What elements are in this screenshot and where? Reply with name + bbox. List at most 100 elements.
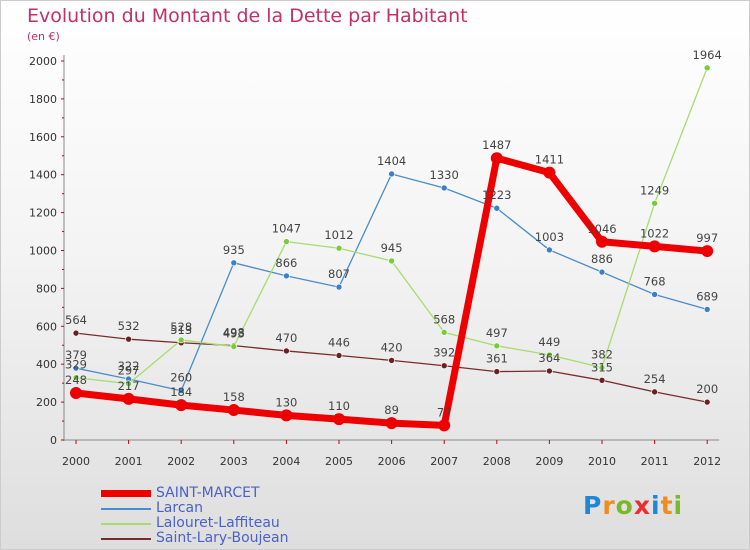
legend-swatch: [101, 523, 151, 525]
data-point: [440, 362, 448, 370]
data-label: 1330: [430, 168, 459, 182]
data-label: 564: [65, 313, 87, 327]
data-label: 997: [696, 231, 718, 245]
x-tick-label: 2012: [693, 455, 721, 468]
data-point: [230, 343, 238, 350]
data-point: [175, 399, 188, 412]
data-point: [283, 272, 290, 280]
y-tick-label: 1600: [29, 131, 57, 144]
data-label: 1411: [535, 153, 564, 167]
proxiti-logo: Proxiti: [583, 491, 683, 520]
x-tick-label: 2005: [325, 455, 353, 468]
data-point: [177, 387, 185, 395]
y-tick-label: 800: [36, 282, 57, 295]
data-point: [72, 329, 80, 337]
data-point: [440, 329, 448, 336]
data-point: [335, 352, 343, 359]
data-label: 497: [486, 326, 508, 340]
data-point: [385, 417, 398, 430]
data-label: 392: [433, 346, 455, 360]
data-point: [598, 268, 606, 276]
logo-letter: o: [615, 491, 634, 520]
data-label: 379: [65, 348, 87, 362]
data-labels: 379 322 260 935 866 807 1404 1330 1223 1003 886 768…: [65, 48, 722, 420]
logo-letter: i: [651, 491, 661, 520]
y-tick-label: 0: [50, 434, 57, 447]
data-label: 1046: [587, 222, 616, 236]
data-label: 260: [170, 371, 192, 385]
data-label: 866: [275, 256, 297, 270]
data-point: [490, 152, 503, 165]
logo-letter: x: [633, 491, 651, 520]
legend-swatch: [101, 508, 151, 510]
data-point: [125, 335, 132, 343]
x-tick-label: 2007: [430, 455, 458, 468]
data-point: [438, 419, 451, 432]
y-tick-label: 2000: [29, 55, 57, 68]
y-tick-label: 1800: [29, 93, 57, 106]
data-point: [651, 200, 658, 207]
y-tick-label: 1400: [29, 169, 57, 182]
data-point: [280, 409, 293, 422]
data-label: 528: [170, 320, 192, 334]
data-label: 217: [118, 379, 140, 393]
logo-letter: P: [583, 491, 603, 520]
data-label: 184: [170, 385, 192, 399]
data-point: [335, 283, 343, 291]
data-label: 130: [275, 395, 297, 409]
data-point: [440, 184, 448, 192]
data-point: [283, 238, 290, 245]
logo-letter: i: [673, 491, 684, 520]
data-label: 1047: [272, 222, 301, 236]
data-point: [598, 377, 606, 384]
y-tick-label: 200: [36, 396, 57, 409]
data-label: 1012: [324, 228, 353, 242]
series-lines: [70, 64, 714, 432]
x-tick-label: 2008: [483, 455, 511, 468]
data-point: [493, 342, 501, 350]
data-point: [703, 306, 711, 313]
data-label: 568: [433, 312, 455, 326]
data-label: 1249: [640, 183, 669, 197]
data-point: [283, 347, 290, 355]
data-point: [703, 398, 711, 406]
data-label: 322: [118, 359, 140, 373]
data-point: [72, 374, 80, 381]
data-point: [596, 235, 608, 248]
data-point: [388, 170, 395, 178]
data-label: 77: [437, 405, 452, 419]
data-point: [701, 245, 714, 258]
data-point: [177, 336, 185, 344]
data-label: 470: [275, 331, 297, 345]
data-label: 420: [381, 340, 403, 354]
data-label: 1404: [377, 154, 406, 168]
data-label: 89: [384, 403, 399, 417]
x-tick-label: 2010: [588, 455, 616, 468]
data-point: [546, 351, 553, 359]
data-label: 689: [696, 289, 718, 303]
data-label: 329: [65, 358, 87, 372]
data-label: 1964: [693, 48, 722, 62]
data-point: [648, 240, 661, 253]
data-label: 807: [328, 267, 350, 281]
data-label: 768: [644, 274, 666, 288]
data-point: [125, 380, 132, 388]
data-point: [651, 291, 658, 298]
data-label: 449: [538, 335, 560, 349]
data-label: 493: [223, 327, 245, 341]
x-tick-label: 2003: [220, 455, 248, 468]
data-point: [333, 413, 345, 426]
chart-subtitle: (en €): [27, 30, 60, 43]
data-point: [598, 364, 606, 371]
x-tick-label: 2009: [535, 455, 563, 468]
data-point: [546, 367, 553, 375]
data-point: [227, 404, 240, 417]
data-label: 361: [486, 352, 508, 366]
data-label: 110: [328, 399, 350, 413]
data-label: 158: [223, 390, 245, 404]
x-tick-label: 2002: [167, 455, 195, 468]
data-point: [388, 257, 395, 265]
data-point: [703, 64, 711, 72]
data-label: 248: [65, 373, 87, 387]
